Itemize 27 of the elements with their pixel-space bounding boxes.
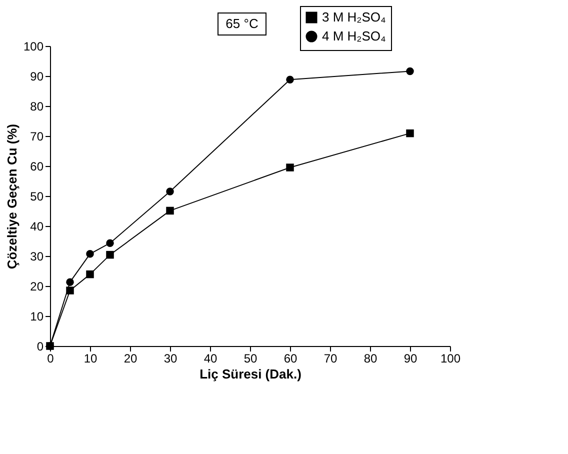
y-tick-label: 80 [30,100,44,114]
y-tick-label: 30 [30,250,44,264]
x-tick-label: 10 [84,352,98,366]
y-tick-label: 60 [30,160,44,174]
x-tick-label: 0 [47,352,54,366]
x-tick-label: 70 [324,352,338,366]
x-tick-label: 60 [284,352,298,366]
y-tick-label: 90 [30,70,44,84]
x-tick-label: 50 [244,352,258,366]
x-tick-label: 30 [164,352,178,366]
y-tick-label: 100 [23,40,44,54]
x-tick-label: 40 [204,352,218,366]
y-axis-title: Çözeltiye Geçen Cu (%) [4,124,20,270]
y-tick-label: 70 [30,130,44,144]
y-tick-label: 50 [30,190,44,204]
x-tick-label: 100 [440,352,461,366]
x-tick-label: 80 [364,352,378,366]
y-tick-label: 10 [30,310,44,324]
x-tick-label: 90 [404,352,418,366]
x-axis-title: Liç Süresi (Dak.) [200,366,302,382]
text: 65 °C [226,16,258,31]
y-tick-label: 40 [30,220,44,234]
y-tick-label: 20 [30,280,44,294]
x-tick-label: 20 [124,352,138,366]
legend-label: 3 M H₂SO₄ [322,10,386,24]
legend-label: 4 M H₂SO₄ [322,28,386,44]
y-tick-label: 0 [36,340,44,354]
